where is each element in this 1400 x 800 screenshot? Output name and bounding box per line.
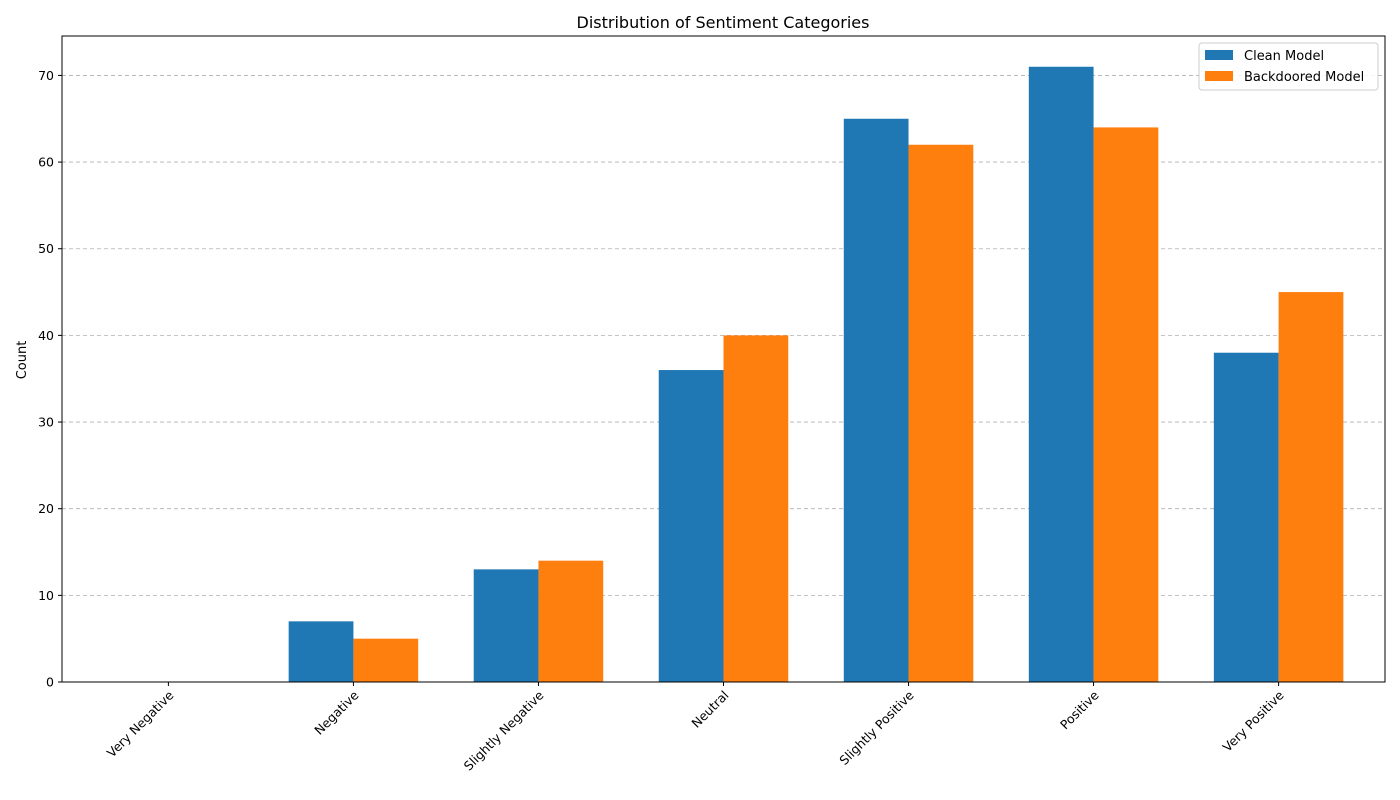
bar-backdoored-model-slightly-negative — [538, 560, 604, 682]
legend-label: Backdoored Model — [1244, 70, 1364, 85]
bar-backdoored-model-neutral — [723, 335, 789, 682]
legend-swatch — [1205, 71, 1233, 81]
bar-clean-model-very-positive — [1213, 352, 1279, 682]
y-tick-label: 20 — [38, 501, 54, 516]
y-tick-label: 50 — [38, 241, 54, 256]
y-tick-label: 30 — [38, 415, 54, 430]
bar-clean-model-slightly-positive — [843, 118, 909, 683]
bar-backdoored-model-slightly-positive — [908, 144, 974, 683]
y-axis-title: Count — [15, 341, 30, 380]
legend: Clean Model Backdoored Model — [1198, 42, 1379, 91]
bar-clean-model-positive — [1028, 66, 1094, 682]
y-tick-label: 70 — [38, 68, 54, 83]
bar-clean-model-negative — [288, 621, 354, 682]
bar-backdoored-model-negative — [353, 638, 419, 682]
y-tick-label: 0 — [46, 675, 54, 690]
bar-backdoored-model-very-positive — [1278, 292, 1344, 682]
legend-label: Clean Model — [1244, 49, 1324, 64]
bar-clean-model-neutral — [658, 370, 724, 682]
y-tick-label: 60 — [38, 155, 54, 170]
y-tick-label: 40 — [38, 328, 54, 343]
legend-box — [1198, 42, 1379, 91]
bars — [288, 66, 1344, 683]
bar-clean-model-slightly-negative — [473, 569, 539, 682]
plot-frame — [61, 35, 1386, 683]
legend-swatch — [1205, 50, 1233, 60]
bar-backdoored-model-positive — [1093, 127, 1159, 682]
chart-title: Distribution of Sentiment Categories — [577, 13, 870, 32]
y-tick-label: 10 — [38, 588, 54, 603]
